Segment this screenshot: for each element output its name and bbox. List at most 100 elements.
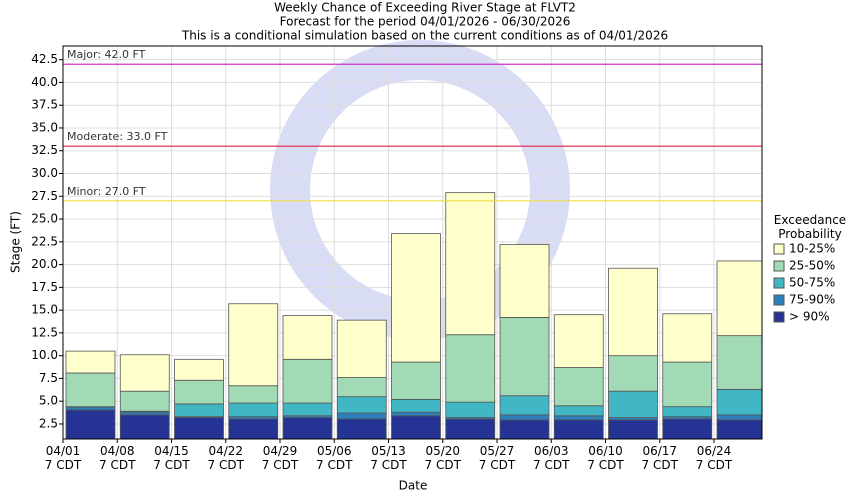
bar-segment — [119, 414, 170, 439]
bar-segment — [553, 367, 604, 407]
bar-segment — [445, 401, 496, 418]
x-tick-label: 06/10 7 CDT — [587, 444, 624, 472]
bar-segment — [228, 418, 279, 439]
chart-title: Weekly Chance of Exceeding River Stage a… — [274, 1, 576, 15]
bar-segment — [445, 192, 496, 336]
y-tick-label: 17.5 — [31, 280, 58, 294]
legend-label: > 90% — [789, 310, 830, 324]
bar-segment — [119, 354, 170, 392]
chart-note: This is a conditional simulation based o… — [181, 29, 668, 43]
y-tick-label: 37.5 — [31, 98, 58, 112]
threshold-label: Moderate: 33.0 FT — [67, 130, 168, 143]
bar-segment — [65, 372, 116, 408]
x-axis-label: Date — [399, 479, 428, 493]
y-tick-label: 27.5 — [31, 189, 58, 203]
legend-swatch — [773, 311, 785, 323]
bar-segment — [282, 358, 333, 404]
bar-segment — [608, 390, 658, 418]
threshold-label: Minor: 27.0 FT — [67, 185, 146, 198]
bar-segment — [174, 358, 224, 381]
bar-segment — [445, 418, 496, 439]
legend-swatch — [773, 294, 785, 306]
bar-segment — [391, 398, 441, 413]
bar-segment — [716, 335, 762, 390]
bar-segment — [499, 244, 550, 318]
bar-segment — [65, 409, 116, 439]
bar-segment — [174, 379, 224, 405]
y-tick-label: 25.0 — [31, 212, 58, 226]
bar-segment — [282, 402, 333, 417]
bar-segment — [391, 415, 441, 439]
x-tick-label: 05/06 7 CDT — [316, 444, 353, 472]
plot-frame — [62, 45, 763, 440]
bar-segment — [65, 350, 116, 374]
bar-segment — [499, 317, 550, 397]
bar-segment — [499, 414, 550, 421]
bar-segment — [119, 411, 170, 416]
x-tick-label: 05/20 7 CDT — [424, 444, 461, 472]
bar-segment — [282, 315, 333, 360]
y-tick-label: 22.5 — [31, 234, 58, 248]
bar-segment — [662, 361, 713, 408]
x-tick-label: 04/15 7 CDT — [153, 444, 190, 472]
bar-segment — [228, 402, 279, 418]
chart-subtitle: Forecast for the period 04/01/2026 - 06/… — [280, 15, 571, 29]
bar-segment — [553, 314, 604, 368]
bar-segment — [174, 403, 224, 418]
y-tick-label: 5.0 — [39, 394, 58, 408]
y-tick-label: 2.5 — [39, 416, 58, 430]
y-tick-label: 15.0 — [31, 303, 58, 317]
bar-segment — [716, 388, 762, 416]
x-tick-label: 05/13 7 CDT — [370, 444, 407, 472]
bar-segment — [716, 414, 762, 421]
bar-segment — [662, 418, 713, 439]
bar-segment — [65, 406, 116, 411]
bar-segment — [336, 418, 387, 439]
bar-segment — [228, 385, 279, 404]
y-tick-label: 32.5 — [31, 143, 58, 157]
legend-swatch — [773, 243, 785, 255]
bar-segment — [336, 319, 387, 378]
bar-segment — [391, 233, 441, 363]
y-tick-label: 42.5 — [31, 52, 58, 66]
y-tick-label: 10.0 — [31, 348, 58, 362]
bar-segment — [228, 303, 279, 387]
legend-swatch — [773, 260, 785, 272]
bar-segment — [662, 313, 713, 363]
legend-label: 10-25% — [789, 242, 835, 256]
bar-segment — [608, 355, 658, 392]
bar-segment — [608, 267, 658, 357]
bar-segment — [336, 377, 387, 398]
y-tick-label: 20.0 — [31, 257, 58, 271]
legend-swatch — [773, 277, 785, 289]
bar-segment — [662, 406, 713, 418]
bar-segment — [282, 417, 333, 439]
bar-segment — [553, 415, 604, 421]
bar-segment — [499, 419, 550, 439]
bar-segment — [608, 419, 658, 439]
bar-segment — [391, 361, 441, 400]
x-tick-label: 06/24 7 CDT — [695, 444, 733, 472]
x-tick-label: 04/22 7 CDT — [207, 444, 244, 472]
y-tick-label: 30.0 — [31, 166, 58, 180]
legend-title: Exceedance Probability — [774, 213, 846, 241]
legend-label: 50-75% — [789, 276, 835, 290]
legend-label: 75-90% — [789, 293, 835, 307]
y-tick-label: 40.0 — [31, 75, 58, 89]
bar-segment — [553, 405, 604, 417]
y-axis-label: Stage (FT) — [9, 211, 23, 273]
bar-segment — [716, 260, 762, 337]
y-tick-label: 35.0 — [31, 120, 58, 134]
x-tick-label: 04/29 7 CDT — [261, 444, 299, 472]
bar-segment — [716, 419, 762, 439]
bar-segment — [336, 396, 387, 414]
bar-segment — [499, 395, 550, 416]
y-tick-label: 7.5 — [39, 371, 58, 385]
bar-segment — [445, 334, 496, 403]
bar-segment — [336, 412, 387, 420]
x-tick-label: 05/27 7 CDT — [478, 444, 516, 472]
bar-segment — [174, 417, 224, 439]
legend-label: 25-50% — [789, 259, 835, 273]
threshold-label: Major: 42.0 FT — [67, 48, 146, 61]
